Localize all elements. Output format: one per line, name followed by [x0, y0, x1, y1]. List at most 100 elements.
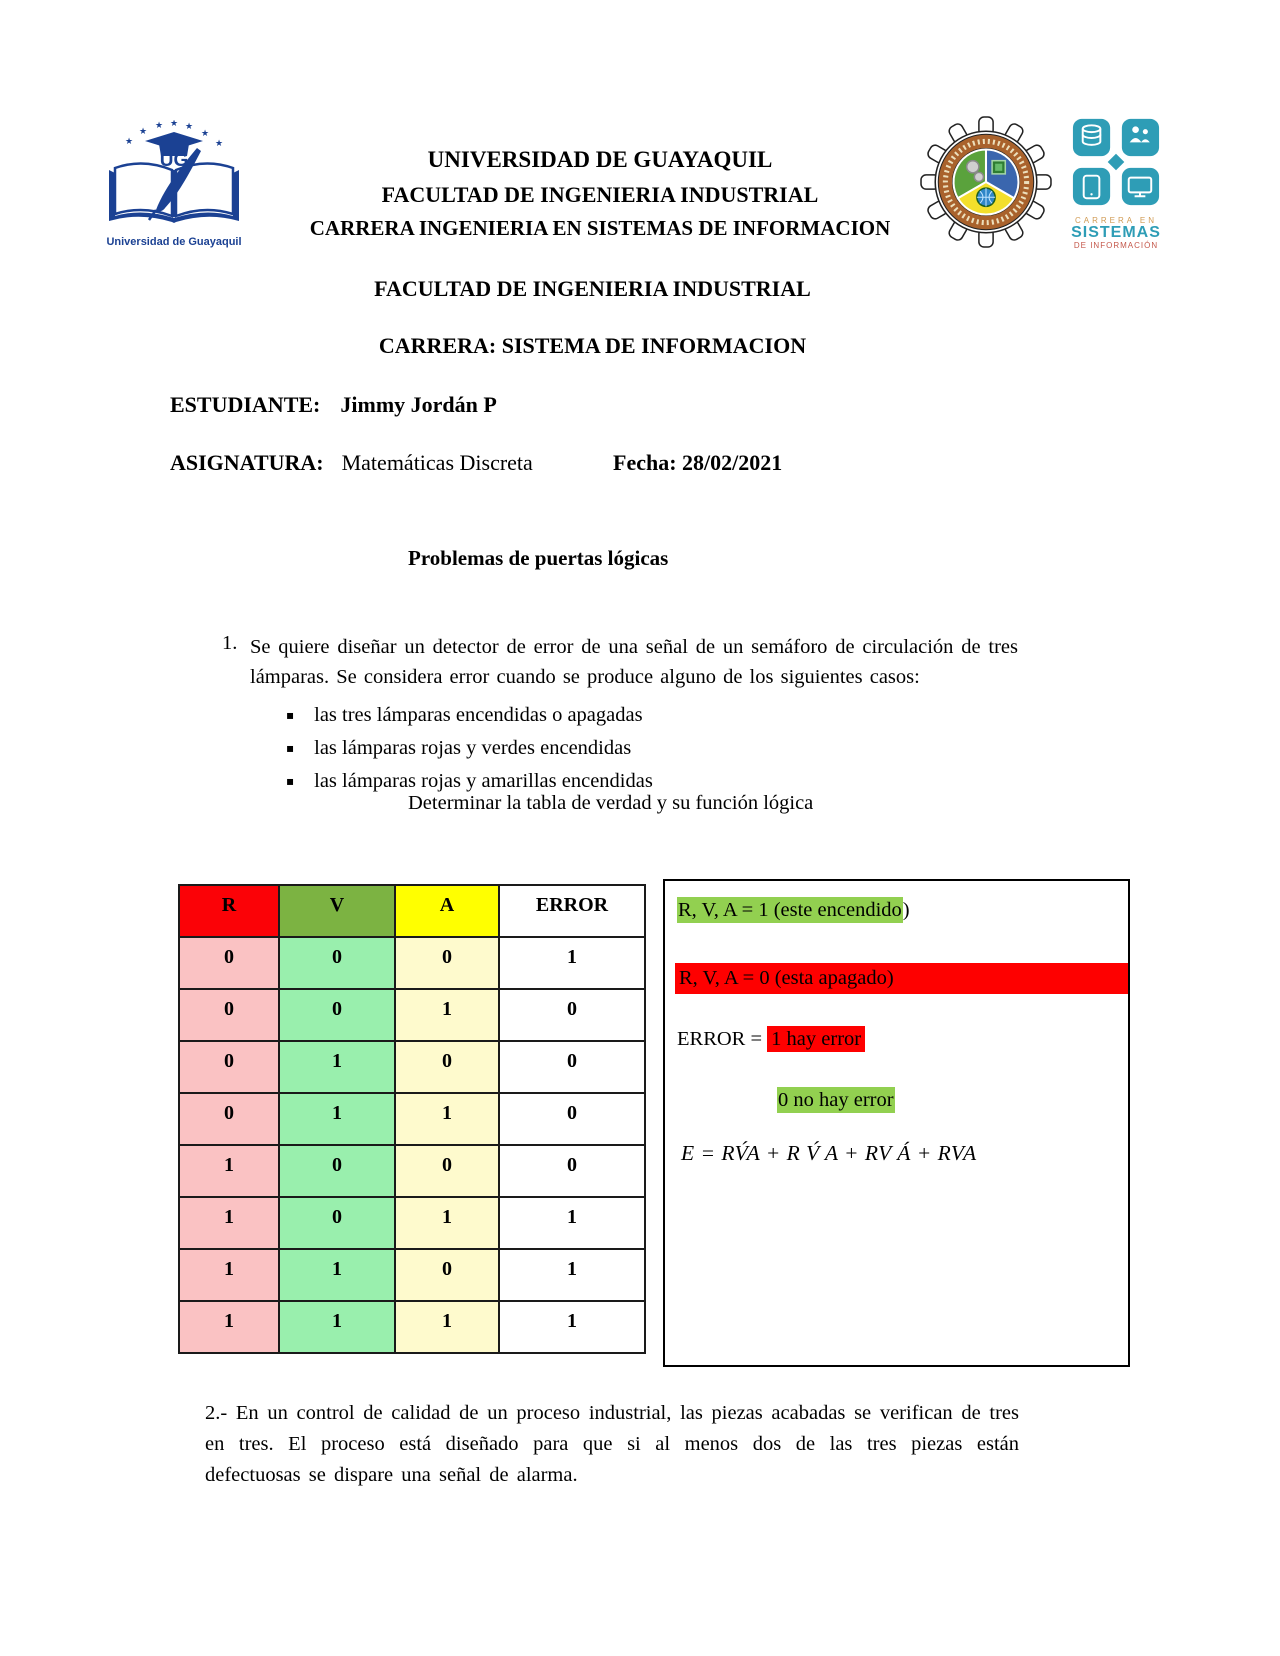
gear-seal-graphic [920, 116, 1052, 248]
legend-on-line: R, V, A = 1 (este encendido) [677, 897, 910, 923]
problem1-bullets: ▪ las tres lámparas encendidas o apagadas… [286, 700, 653, 799]
book-right-page [174, 162, 235, 218]
legend-error-label: ERROR = [677, 1028, 768, 1050]
table-cell: 0 [178, 988, 280, 1042]
header-title-career: CARRERA INGENIERIA EN SISTEMAS DE INFORM… [309, 216, 891, 240]
table-cell: 0 [278, 988, 396, 1042]
legend-on-highlight: R, V, A = 1 (este encendido [677, 897, 903, 923]
truth-table-header-row: R V A ERROR [178, 884, 646, 938]
legend-error-line: ERROR = 1 hay error [677, 1026, 866, 1052]
table-cell: 1 [178, 1248, 280, 1302]
table-cell: 0 [394, 1144, 500, 1198]
university-logo: ★ ★ ★ ★ ★ ★ ★ UG Universidad de Guayaquil [95, 119, 253, 248]
problem1-text: Se quiere diseñar un detector de error d… [250, 636, 1018, 688]
table-cell: 1 [278, 1300, 396, 1354]
subject-line: ASIGNATURA: Matemáticas Discreta Fecha: 2… [170, 450, 1030, 476]
svg-text:★: ★ [185, 122, 193, 132]
header-titles: UNIVERSIDAD DE GUAYAQUIL FACULTAD DE ING… [272, 142, 928, 244]
table-cell: 1 [178, 1300, 280, 1354]
column-header-v: V [278, 884, 396, 938]
bullet-item: ▪ las tres lámparas encendidas o apagadas [286, 700, 653, 733]
table-cell: 0 [498, 1144, 646, 1198]
bullet-text: las lámparas rojas y verdes encendidas [314, 737, 632, 759]
section-title: Problemas de puertas lógicas [408, 546, 669, 570]
svg-text:★: ★ [125, 137, 133, 147]
career-logo-line2: SISTEMAS [1071, 224, 1161, 241]
column-header-r: R [178, 884, 280, 938]
svg-text:★: ★ [170, 120, 178, 129]
career-logo-line1: CARRERA EN [1074, 216, 1157, 225]
table-cell: 1 [498, 1196, 646, 1250]
career-logo-line3: DE INFORMACIÓN [1073, 241, 1159, 250]
bullet-text: las lámparas rojas y amarillas encendida… [314, 770, 653, 792]
table-cell: 1 [394, 988, 500, 1042]
table-cell: 1 [278, 1040, 396, 1094]
bullet-item: ▪ las lámparas rojas y amarillas encendid… [286, 766, 653, 799]
legend-error-value: 1 hay error [767, 1026, 866, 1052]
people-icon [1129, 126, 1150, 143]
table-cell: 0 [394, 1248, 500, 1302]
subject-label: ASIGNATURA: [170, 450, 324, 475]
legend-off-line: R, V, A = 0 (esta apagado) [675, 963, 1128, 994]
table-cell: 0 [498, 1040, 646, 1094]
problem1-number: 1. [222, 632, 238, 654]
book-cover [109, 170, 239, 223]
legend-on-tail: ) [902, 899, 910, 921]
table-cell: 0 [498, 988, 646, 1042]
legend-box: R, V, A = 1 (este encendido) R, V, A = 0… [663, 879, 1130, 1367]
table-cell: 0 [394, 1040, 500, 1094]
problem2-text: 2.- En un control de calidad de un proce… [205, 1402, 1019, 1486]
table-cell: 1 [498, 936, 646, 990]
bullet-text: las tres lámparas encendidas o apagadas [314, 704, 643, 726]
svg-text:★: ★ [139, 127, 147, 137]
table-cell: 0 [178, 1092, 280, 1146]
problem1-instruction: Determinar la tabla de verdad y su funci… [408, 792, 814, 814]
square-bullet-icon: ▪ [286, 708, 295, 722]
table-cell: 1 [178, 1144, 280, 1198]
square-bullet-icon: ▪ [286, 741, 295, 755]
subject-name: Matemáticas Discreta [341, 450, 533, 475]
table-cell: 1 [394, 1196, 500, 1250]
career-logo: CARRERA EN SISTEMAS DE INFORMACIÓN [1066, 116, 1166, 250]
column-header-error: ERROR [498, 884, 646, 938]
university-logo-graphic: ★ ★ ★ ★ ★ ★ ★ UG [109, 119, 239, 223]
logo-monogram: UG [160, 150, 189, 171]
student-line: ESTUDIANTE: Jimmy Jordán P [170, 392, 497, 418]
legend-no-error-line: 0 no hay error [777, 1087, 895, 1113]
university-logo-caption: Universidad de Guayaquil [106, 236, 242, 248]
svg-text:★: ★ [215, 139, 223, 149]
table-cell: 0 [498, 1092, 646, 1146]
tablet-icon [1082, 174, 1101, 200]
table-cell: 1 [178, 1196, 280, 1250]
svg-text:★: ★ [201, 129, 209, 139]
date-label: Fecha: 28/02/2021 [613, 450, 783, 475]
header-title-faculty: FACULTAD DE INGENIERIA INDUSTRIAL [381, 182, 819, 207]
book-left-page [113, 162, 174, 218]
legend-no-error-value: 0 no hay error [777, 1087, 895, 1113]
student-label: ESTUDIANTE: [170, 392, 321, 417]
faculty-seal-logo [920, 114, 1052, 250]
svg-text:★: ★ [155, 121, 163, 131]
database-icon [1081, 124, 1102, 146]
table-cell: 0 [278, 1144, 396, 1198]
column-header-a: A [394, 884, 500, 938]
logic-function-formula: E = RV́A + R V́ A + RV Á + RVA [681, 1141, 977, 1165]
quill-icon [156, 148, 201, 212]
table-cell: 0 [278, 1196, 396, 1250]
career-heading: CARRERA: SISTEMA DE INFORMACION [378, 333, 807, 358]
table-cell: 1 [278, 1248, 396, 1302]
table-cell: 1 [498, 1248, 646, 1302]
table-cell: 1 [498, 1300, 646, 1354]
table-cell: 0 [394, 936, 500, 990]
header-title-university: UNIVERSIDAD DE GUAYAQUIL [427, 147, 773, 172]
